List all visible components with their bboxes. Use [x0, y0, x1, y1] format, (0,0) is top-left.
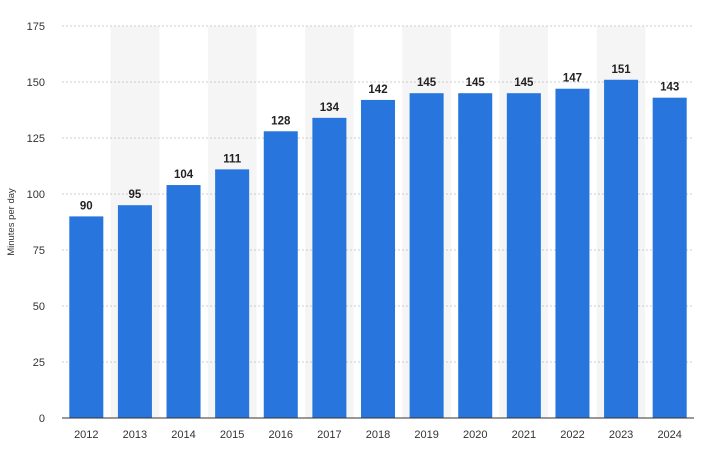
data-label-2024: 143 [660, 82, 679, 94]
x-tick-label-2019: 2019 [414, 429, 438, 441]
x-tick-label-2024: 2024 [657, 429, 681, 441]
y-tick-label: 125 [27, 133, 45, 145]
bar-2016 [263, 131, 298, 418]
x-tick-label-2021: 2021 [512, 429, 536, 441]
x-tick-label-2023: 2023 [609, 429, 633, 441]
y-tick-label: 175 [27, 21, 45, 33]
x-tick-label-2015: 2015 [220, 429, 244, 441]
x-tick-label-2017: 2017 [317, 429, 341, 441]
bar-2012 [69, 216, 104, 418]
bar-2013 [117, 205, 152, 418]
x-tick-label-2014: 2014 [171, 429, 195, 441]
data-label-2022: 147 [563, 73, 582, 85]
y-tick-label: 150 [27, 77, 45, 89]
data-label-2021: 145 [514, 77, 534, 89]
y-tick-label: 50 [33, 301, 45, 313]
y-tick-label: 25 [33, 357, 45, 369]
data-label-2013: 95 [129, 189, 142, 201]
bar-2023 [604, 79, 639, 418]
data-label-2015: 111 [223, 153, 242, 165]
bars [69, 79, 687, 419]
bar-2020 [458, 93, 493, 418]
bar-2024 [652, 97, 687, 419]
x-axis-ticks: 2012 2013 2014 2015 2016 2017 2018 2019 2020 2021… [74, 429, 682, 441]
data-label-2014: 104 [174, 169, 194, 181]
bar-2019 [409, 93, 444, 418]
data-label-2012: 90 [80, 200, 93, 212]
y-axis-ticks: 0 25 50 75 100 125 150 175 [27, 21, 45, 425]
bar-2022 [555, 88, 590, 418]
x-tick-label-2022: 2022 [560, 429, 584, 441]
bar-2018 [360, 99, 396, 419]
y-tick-label: 100 [27, 189, 45, 201]
x-tick-label-2012: 2012 [74, 429, 98, 441]
bar-2021 [506, 93, 541, 418]
y-tick-label: 0 [39, 413, 45, 425]
x-tick-label-2020: 2020 [463, 429, 487, 441]
data-label-2023: 151 [611, 64, 631, 76]
data-label-2020: 145 [466, 77, 486, 89]
x-tick-label-2016: 2016 [269, 429, 293, 441]
bar-2015 [215, 169, 250, 418]
data-label-2019: 145 [417, 77, 437, 89]
bar-2017 [312, 117, 347, 418]
data-label-2016: 128 [271, 115, 291, 127]
y-axis-title: Minutes per day [6, 188, 17, 256]
bar-2014 [166, 185, 201, 418]
data-label-2017: 134 [320, 102, 340, 114]
x-tick-label-2013: 2013 [123, 429, 147, 441]
data-labels: 90 95 104 111 128 134 142 145 145 145 147 151 143 [80, 64, 679, 213]
y-tick-label: 75 [33, 245, 45, 257]
x-tick-label-2018: 2018 [366, 429, 390, 441]
data-label-2018: 142 [368, 84, 387, 96]
